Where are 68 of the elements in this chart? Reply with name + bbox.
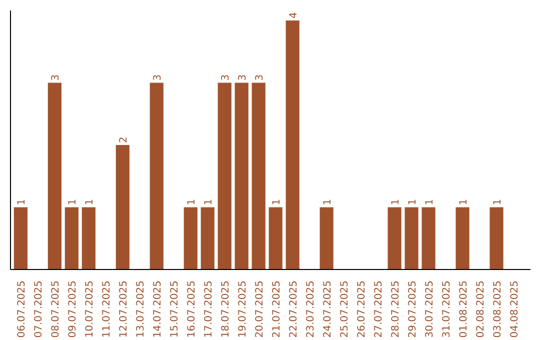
x-tick-label: 02.08.2025 [476,280,487,338]
x-tick-label: 28.07.2025 [390,280,402,338]
data-label: 3 [50,74,62,81]
x-tick-label: 06.07.2025 [16,280,28,338]
bar [268,207,282,270]
x-tick-label: 03.08.2025 [492,280,504,338]
bar [82,207,96,270]
data-label: 1 [204,198,215,206]
bar [404,207,418,270]
bar [320,207,334,270]
data-label: 1 [492,198,504,206]
x-tick-label: 26.07.2025 [356,280,368,338]
x-tick-label: 01.08.2025 [458,280,470,338]
x-tick-label: 18.07.2025 [220,280,232,338]
x-tick-label: 11.07.2025 [102,280,113,338]
data-label: 1 [84,198,96,206]
x-tick-label: 04.08.2025 [510,280,521,338]
data-label: 3 [152,74,164,81]
bar [388,207,402,270]
bar [48,82,62,270]
bar [286,20,300,270]
x-tick-label: 12.07.2025 [118,280,130,338]
x-tick-label: 16.07.2025 [186,280,198,338]
x-tick-label: 17.07.2025 [204,280,215,338]
bar [116,144,130,270]
data-label: 3 [220,74,232,81]
x-tick-label: 09.07.2025 [68,280,79,338]
x-tick-label: 31.07.2025 [442,280,453,338]
x-tick-label: 29.07.2025 [408,280,419,338]
x-tick-label: 30.07.2025 [424,280,436,338]
x-tick-label: 27.07.2025 [374,280,385,338]
data-label: 1 [272,198,283,206]
data-label: 1 [458,198,470,206]
x-tick-label: 23.07.2025 [306,280,317,338]
bar [14,207,28,270]
bar [64,207,78,270]
x-tick-label: 15.07.2025 [170,280,181,338]
data-label: 1 [322,198,334,206]
bar [422,207,436,270]
bar [490,207,504,270]
data-label: 1 [424,198,436,206]
data-label: 1 [408,198,419,206]
bar [218,82,232,270]
x-tick-label: 13.07.2025 [136,280,147,338]
data-label: 4 [288,12,300,18]
x-tick-label: 10.07.2025 [84,280,96,338]
data-label: 1 [68,198,79,206]
bar [234,82,248,270]
bar [200,207,214,270]
data-label: 3 [238,74,249,81]
data-label: 2 [118,136,130,143]
bar [150,82,164,270]
x-tick-label: 25.07.2025 [340,280,351,338]
x-tick-label: 20.07.2025 [254,280,266,338]
data-label: 1 [186,198,198,206]
data-label: 1 [390,198,402,206]
data-label: 1 [16,198,28,206]
x-tick-label: 21.07.2025 [272,280,283,338]
bar [456,207,470,270]
x-tick-label: 22.07.2025 [288,280,300,338]
x-tick-label: 24.07.2025 [322,280,334,338]
bar [184,207,198,270]
data-label: 3 [254,74,266,81]
x-tick-label: 07.07.2025 [34,280,45,338]
x-tick-label: 08.07.2025 [50,280,62,338]
bar [252,82,266,270]
x-tick-label: 14.07.2025 [152,280,164,338]
x-tick-label: 19.07.2025 [238,280,249,338]
